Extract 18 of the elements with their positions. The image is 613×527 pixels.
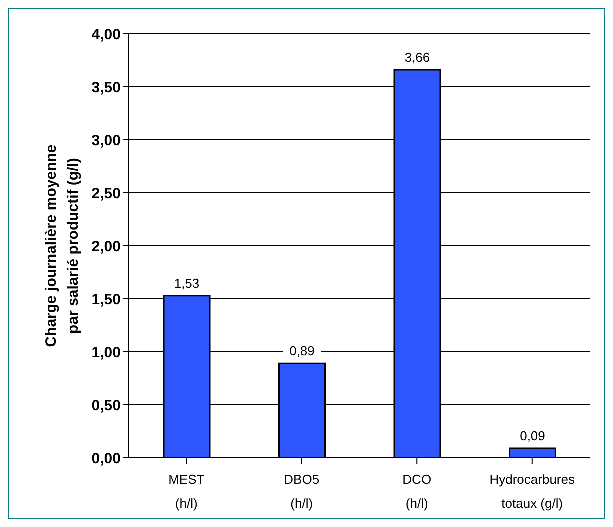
- data-label: 3,66: [404, 50, 430, 66]
- y-tick-label: 1,00: [92, 344, 121, 362]
- y-tick-label: 2,50: [92, 185, 121, 202]
- data-label: 0,09: [520, 428, 546, 444]
- data-label: 0,89: [290, 344, 315, 359]
- y-tick-label: 0,00: [92, 450, 121, 468]
- x-tick-label: MEST (h/l): [168, 472, 205, 511]
- x-tick-label: Hydrocarbures totaux (g/l): [490, 472, 576, 511]
- y-tick-label: 3,00: [92, 132, 121, 150]
- y-axis-title: Charge journalière moyenne par salarié productif (g/l): [43, 144, 82, 348]
- y-tick-label: 3,50: [92, 79, 121, 96]
- x-tick-label: DBO5 (h/l): [284, 472, 320, 511]
- y-tick-label: 4,00: [92, 26, 121, 44]
- data-label: 1,53: [174, 276, 200, 291]
- y-tick-label: 1,50: [92, 291, 121, 308]
- y-tick-label: 2,00: [92, 238, 121, 256]
- y-tick-label: 0,50: [92, 397, 121, 414]
- x-tick-label: DCO (h/l): [402, 472, 432, 511]
